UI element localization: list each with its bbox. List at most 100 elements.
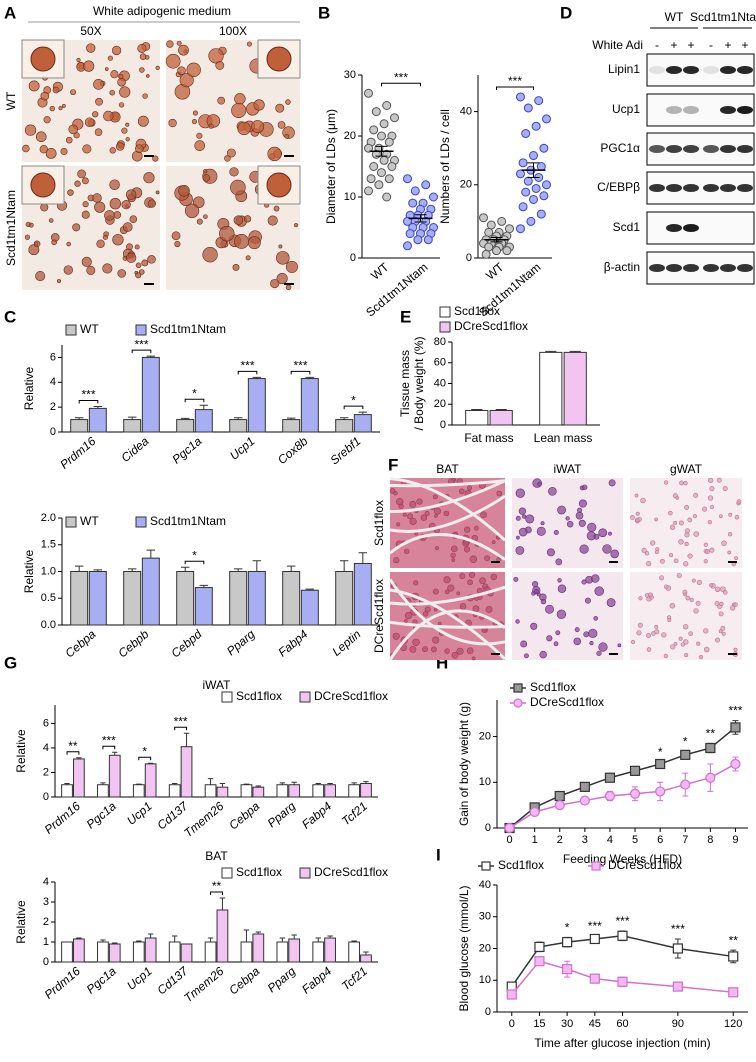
cell xyxy=(641,547,647,553)
cell xyxy=(433,507,442,515)
cell xyxy=(705,549,710,554)
cell xyxy=(115,142,125,151)
data-point xyxy=(371,107,381,117)
cell xyxy=(720,586,726,592)
bar xyxy=(61,784,73,798)
band xyxy=(683,224,699,232)
bar xyxy=(176,571,195,626)
cell xyxy=(51,239,57,246)
y-axis-label: / Body weight (%) xyxy=(412,336,426,430)
bar xyxy=(229,419,248,433)
cell xyxy=(524,653,529,659)
blot xyxy=(646,53,755,87)
cell xyxy=(82,201,89,208)
error-bar xyxy=(74,565,84,572)
cell xyxy=(727,532,733,537)
x-tick-label: 45 xyxy=(589,1018,601,1030)
cell xyxy=(253,99,265,111)
band-label: Ucp1 xyxy=(612,102,640,116)
tissue-streak xyxy=(389,477,507,542)
group-label: WT xyxy=(665,10,684,24)
cell xyxy=(125,122,130,127)
y-axis-label: Tissue mass xyxy=(398,350,412,417)
legend-label: Scd1tm1Ntam xyxy=(150,514,226,528)
error-bar xyxy=(358,552,368,564)
cell xyxy=(640,497,646,504)
legend-label: DCreScd1flox xyxy=(530,695,604,709)
data-point xyxy=(518,202,528,212)
tissue-streak xyxy=(389,479,506,488)
cell xyxy=(66,241,71,247)
x-tick-label: Tcf21 xyxy=(339,799,370,828)
error-bar xyxy=(64,783,70,785)
data-point xyxy=(554,800,565,811)
cell xyxy=(444,648,450,654)
error-bar xyxy=(243,929,250,942)
band xyxy=(720,145,736,153)
cell xyxy=(202,247,218,263)
band xyxy=(666,224,682,232)
cell xyxy=(663,653,668,659)
cell xyxy=(450,552,456,558)
band xyxy=(703,106,719,114)
cell xyxy=(135,144,144,153)
bar xyxy=(240,941,253,963)
cell xyxy=(714,601,720,607)
cell xyxy=(412,638,420,647)
y-tick-label: 20 xyxy=(479,730,491,742)
band xyxy=(720,184,736,192)
cell xyxy=(727,550,732,555)
cell xyxy=(582,484,588,490)
error-bar xyxy=(127,416,137,420)
x-tick-label: 9 xyxy=(732,834,738,846)
legend-swatch xyxy=(65,324,77,336)
legend-swatch xyxy=(135,324,147,336)
significance-label: *** xyxy=(174,714,188,728)
cell xyxy=(139,67,145,73)
y-tick-label: 0.0 xyxy=(41,619,56,631)
data-point xyxy=(505,224,514,234)
cell xyxy=(682,623,689,630)
cell xyxy=(76,57,81,63)
y-tick-label: 20 xyxy=(479,942,491,954)
bar xyxy=(216,909,229,963)
data-point xyxy=(516,92,525,102)
data-point xyxy=(405,229,415,239)
significance-label: *** xyxy=(81,388,95,402)
data-point xyxy=(529,806,540,818)
data-point xyxy=(529,194,538,204)
cell xyxy=(696,579,703,586)
band xyxy=(666,66,682,74)
cell xyxy=(733,602,738,607)
bar xyxy=(194,587,213,626)
cell xyxy=(583,631,590,638)
cell xyxy=(565,516,570,521)
y-tick-label: 40 xyxy=(434,377,446,389)
error-bar xyxy=(351,940,357,942)
cell xyxy=(452,477,457,482)
data-point xyxy=(408,198,418,208)
bar xyxy=(88,407,107,433)
cell xyxy=(102,234,108,240)
cell xyxy=(598,528,608,538)
x-tick-label: 6 xyxy=(657,834,663,846)
significance-bracket xyxy=(184,398,205,403)
error-bar xyxy=(252,560,262,572)
cell xyxy=(284,133,290,139)
y-tick-label: 1.0 xyxy=(41,565,56,577)
error-bar xyxy=(315,937,321,942)
data-point xyxy=(523,103,533,113)
y-tick-label: 10 xyxy=(344,191,356,203)
cell xyxy=(45,148,57,159)
cell xyxy=(545,604,554,614)
x-tick-label: Ucp1 xyxy=(227,434,257,463)
cell xyxy=(463,546,471,553)
significance-bracket xyxy=(496,86,534,90)
cell xyxy=(683,561,689,567)
cell xyxy=(463,526,471,533)
x-tick-label: 2 xyxy=(557,834,563,846)
cell xyxy=(546,635,553,642)
x-tick-label: 3 xyxy=(582,834,588,846)
cell xyxy=(679,480,684,486)
y-tick-label: 2 xyxy=(50,401,56,413)
